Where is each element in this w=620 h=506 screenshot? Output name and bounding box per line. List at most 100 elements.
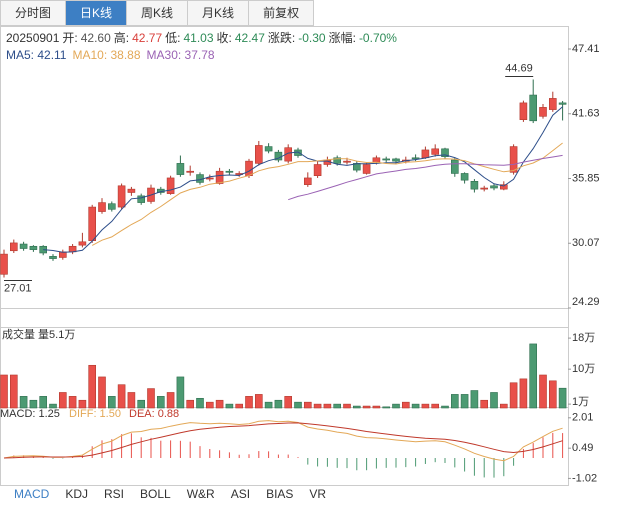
y-tick-label: 47.41 <box>572 43 600 55</box>
candle-body <box>519 102 528 120</box>
volume-bar <box>470 390 479 409</box>
candle-body <box>245 160 253 176</box>
tab[interactable]: 月K线 <box>188 0 250 26</box>
volume-bar <box>303 401 312 409</box>
candle-body <box>98 202 106 212</box>
indicator-tab[interactable]: BIAS <box>266 487 294 501</box>
candle-body <box>499 184 508 190</box>
volume-bar <box>294 401 302 409</box>
volume-bar <box>352 405 361 409</box>
volume-bar <box>206 401 214 409</box>
candle-body <box>431 148 440 155</box>
volume-bar <box>176 376 185 409</box>
candle-body <box>49 256 57 259</box>
volume-bar <box>147 388 155 409</box>
volume-bar <box>127 392 136 409</box>
volume-bar <box>460 394 469 409</box>
volume-bar <box>157 396 165 409</box>
volume-bar <box>108 396 116 409</box>
info-value: 42.60 <box>80 31 111 45</box>
candle-body <box>108 203 116 210</box>
tab[interactable]: 前复权 <box>249 0 315 26</box>
candle-body <box>137 195 145 203</box>
candle-body <box>450 159 459 174</box>
indicator-tab[interactable]: MACD <box>14 487 50 501</box>
volume-bar <box>392 403 400 409</box>
volume-bar <box>411 403 420 409</box>
y-tick-label: 1万 <box>572 396 589 408</box>
indicator-tab[interactable]: RSI <box>104 487 125 501</box>
volume-bar <box>499 403 508 409</box>
volume-bar <box>490 392 498 409</box>
volume-bar <box>98 376 106 409</box>
volume-bar <box>49 403 57 409</box>
volume-bar <box>323 403 332 409</box>
candle-body <box>264 146 273 152</box>
ma-legend: MA5: 42.11 MA10: 38.88 MA30: 37.78 <box>6 48 221 62</box>
candle-body <box>372 157 381 163</box>
candle-body <box>411 157 420 160</box>
y-tick-label: 2.01 <box>572 412 593 424</box>
candle-body <box>421 149 430 159</box>
volume-bar <box>441 405 449 409</box>
volume-bar <box>166 392 175 409</box>
indicator-tab[interactable]: ASI <box>230 487 251 501</box>
dea-label: DEA: 0.88 <box>129 408 179 420</box>
info-label: 涨跌: <box>267 31 296 45</box>
volume-title: 成交量 量5.1万 <box>2 327 75 341</box>
volume-bar <box>558 387 567 409</box>
volume-bar <box>29 399 38 409</box>
volume-bar <box>117 384 126 409</box>
volume-bar <box>343 403 351 409</box>
indicator-tabs: MACD KDJ RSI BOLL W&R ASI BIAS VR <box>6 487 334 501</box>
volume-bar <box>431 403 440 409</box>
tab[interactable]: 日K线 <box>66 0 128 26</box>
volume-bar <box>78 399 87 409</box>
indicator-tab[interactable]: BOLL <box>140 487 171 501</box>
candle-body <box>255 145 263 164</box>
info-value: -0.30 <box>298 31 326 45</box>
candle-body <box>88 206 96 241</box>
indicator-tab[interactable]: KDJ <box>65 487 89 501</box>
quote-info: 20250901 开: 42.60 高: 42.77 低: 41.03 收: 42.47 涨跌: -… <box>6 29 400 46</box>
low-label: 27.01 <box>4 282 32 294</box>
volume-bar <box>421 403 430 409</box>
volume-bar <box>450 394 459 409</box>
volume-bar <box>88 364 96 409</box>
candle-body <box>441 148 449 157</box>
candle-body <box>382 158 391 161</box>
volume-bar <box>372 405 381 409</box>
volume-bar <box>401 401 410 409</box>
candle-body <box>0 253 8 275</box>
candle-body <box>333 157 342 164</box>
candle-body <box>176 163 185 175</box>
info-value: 42.77 <box>132 31 163 45</box>
info-label: 低: <box>165 31 181 45</box>
volume-bar <box>548 380 557 409</box>
ma-line <box>91 142 563 246</box>
candle-body <box>206 177 214 180</box>
y-tick-label: 41.63 <box>572 108 600 120</box>
info-label: 高: <box>113 31 130 45</box>
volume-bar <box>186 399 194 409</box>
period-tabs: 分时图 日K线 周K线 月K线 前复权 <box>0 0 315 26</box>
volume-bar <box>10 374 18 409</box>
candle-body <box>470 181 479 190</box>
volume-bar <box>196 397 204 409</box>
tab[interactable]: 分时图 <box>0 0 67 26</box>
diff-label: DIFF: 1.50 <box>69 408 121 420</box>
candle-body <box>127 188 136 193</box>
date: 20250901 <box>6 31 60 45</box>
indicator-tab[interactable]: W&R <box>186 487 215 501</box>
candle-body <box>529 94 538 122</box>
candle-body <box>539 107 547 117</box>
tab[interactable]: 周K线 <box>127 0 189 26</box>
candle-body <box>19 243 28 249</box>
candle-body <box>303 177 312 185</box>
indicator-tab[interactable]: VR <box>309 487 327 501</box>
ma-line <box>288 154 563 201</box>
volume-bar <box>245 396 253 409</box>
y-tick-label: 18万 <box>572 332 595 344</box>
